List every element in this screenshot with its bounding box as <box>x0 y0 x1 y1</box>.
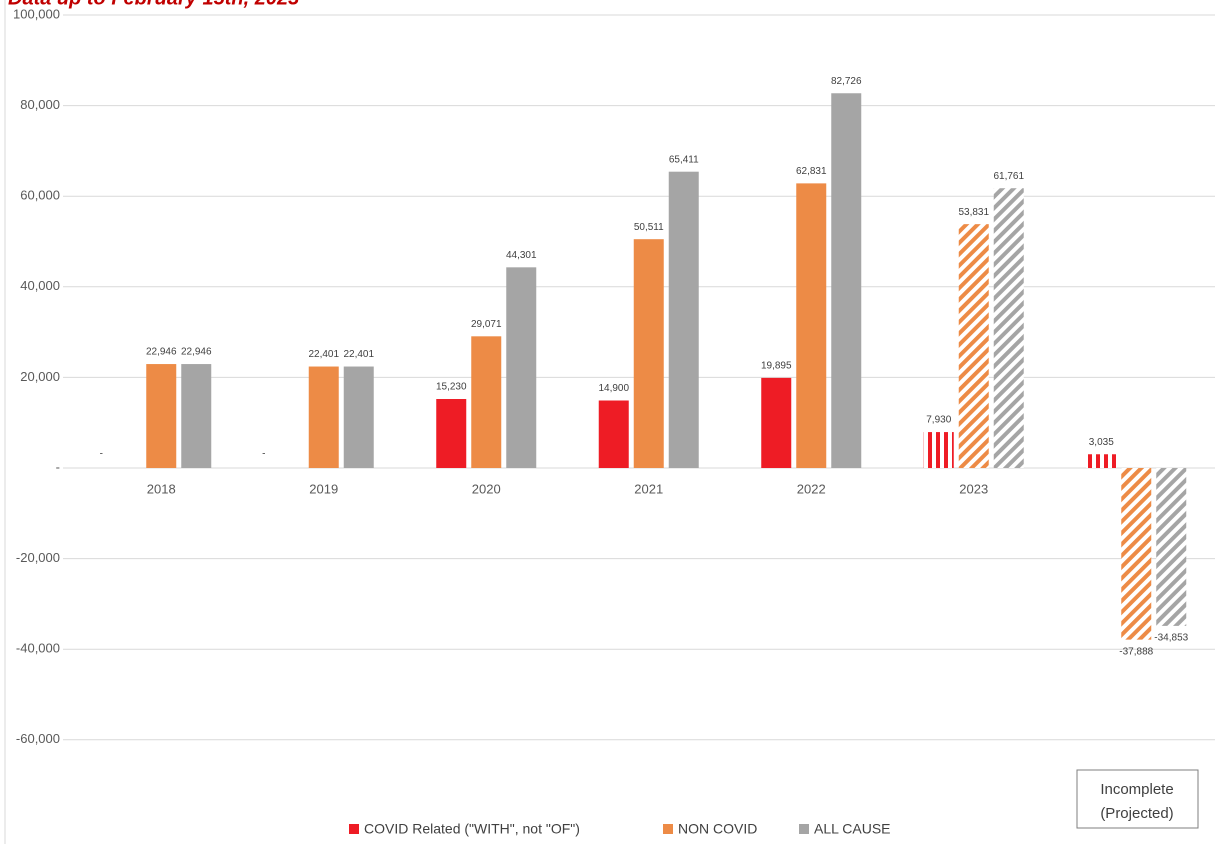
data-label: 22,401 <box>343 349 374 360</box>
annotation: (Projected) <box>1100 805 1173 822</box>
data-label: 7,930 <box>926 415 951 426</box>
legend-swatch <box>663 824 673 834</box>
data-label: - <box>100 449 103 460</box>
data-label: 62,831 <box>796 166 827 177</box>
data-label: 14,900 <box>598 383 629 394</box>
bar <box>1156 468 1187 626</box>
bar <box>923 432 954 469</box>
bar <box>598 400 629 469</box>
y-tick-label: -60,000 <box>16 731 60 746</box>
data-label: - <box>262 449 265 460</box>
bar <box>668 171 699 469</box>
legend-swatch <box>799 824 809 834</box>
data-label: 53,831 <box>958 207 989 218</box>
data-label: 61,761 <box>993 171 1024 182</box>
bar <box>761 377 792 469</box>
x-tick-label: 2018 <box>147 481 176 496</box>
data-label: 65,411 <box>669 154 699 165</box>
bar <box>796 183 827 469</box>
bar <box>1086 454 1117 469</box>
x-tick-label: 2021 <box>634 481 663 496</box>
data-label: 82,726 <box>831 76 862 87</box>
x-tick-label: 2022 <box>797 481 826 496</box>
bar <box>146 364 177 469</box>
legend-label: COVID Related ("WITH", not "OF") <box>364 821 580 837</box>
x-tick-label: 2023 <box>959 481 988 496</box>
data-label: 15,230 <box>436 382 467 393</box>
data-label: 44,301 <box>506 250 537 261</box>
y-tick-label: 40,000 <box>20 278 60 293</box>
data-label: -37,888 <box>1119 646 1153 657</box>
data-label: 19,895 <box>761 361 792 372</box>
y-tick-label: 100,000 <box>13 6 60 21</box>
data-label: 22,946 <box>181 347 212 358</box>
bar <box>343 366 374 469</box>
x-tick-label: 2019 <box>309 481 338 496</box>
bar <box>181 364 212 469</box>
data-label: -34,853 <box>1154 633 1188 644</box>
legend-label: NON COVID <box>678 821 757 837</box>
bar <box>958 224 989 469</box>
y-tick-label: 60,000 <box>20 188 60 203</box>
data-label: 22,946 <box>146 347 177 358</box>
y-tick-label: -20,000 <box>16 550 60 565</box>
data-label: 22,401 <box>308 349 339 360</box>
bar <box>506 267 537 469</box>
bar <box>471 336 502 469</box>
chart-title: Data up to February 15th, 2023 <box>8 0 299 9</box>
y-tick-label: 80,000 <box>20 97 60 112</box>
annotation: Incomplete <box>1100 781 1173 798</box>
x-tick-label: 2020 <box>472 481 501 496</box>
y-tick-label: 20,000 <box>20 369 60 384</box>
data-label: 29,071 <box>471 319 502 330</box>
bar <box>993 188 1024 469</box>
bar <box>436 399 467 469</box>
annotation-box <box>1076 769 1199 829</box>
y-tick-label: - <box>56 459 60 474</box>
legend-label: ALL CAUSE <box>814 821 891 837</box>
bar <box>1121 468 1152 640</box>
data-label: 3,035 <box>1089 437 1114 448</box>
data-label: 50,511 <box>634 222 664 233</box>
bar <box>831 93 862 469</box>
y-tick-label: -40,000 <box>16 641 60 656</box>
legend-swatch <box>349 824 359 834</box>
bar <box>308 366 339 469</box>
bar <box>633 239 664 469</box>
